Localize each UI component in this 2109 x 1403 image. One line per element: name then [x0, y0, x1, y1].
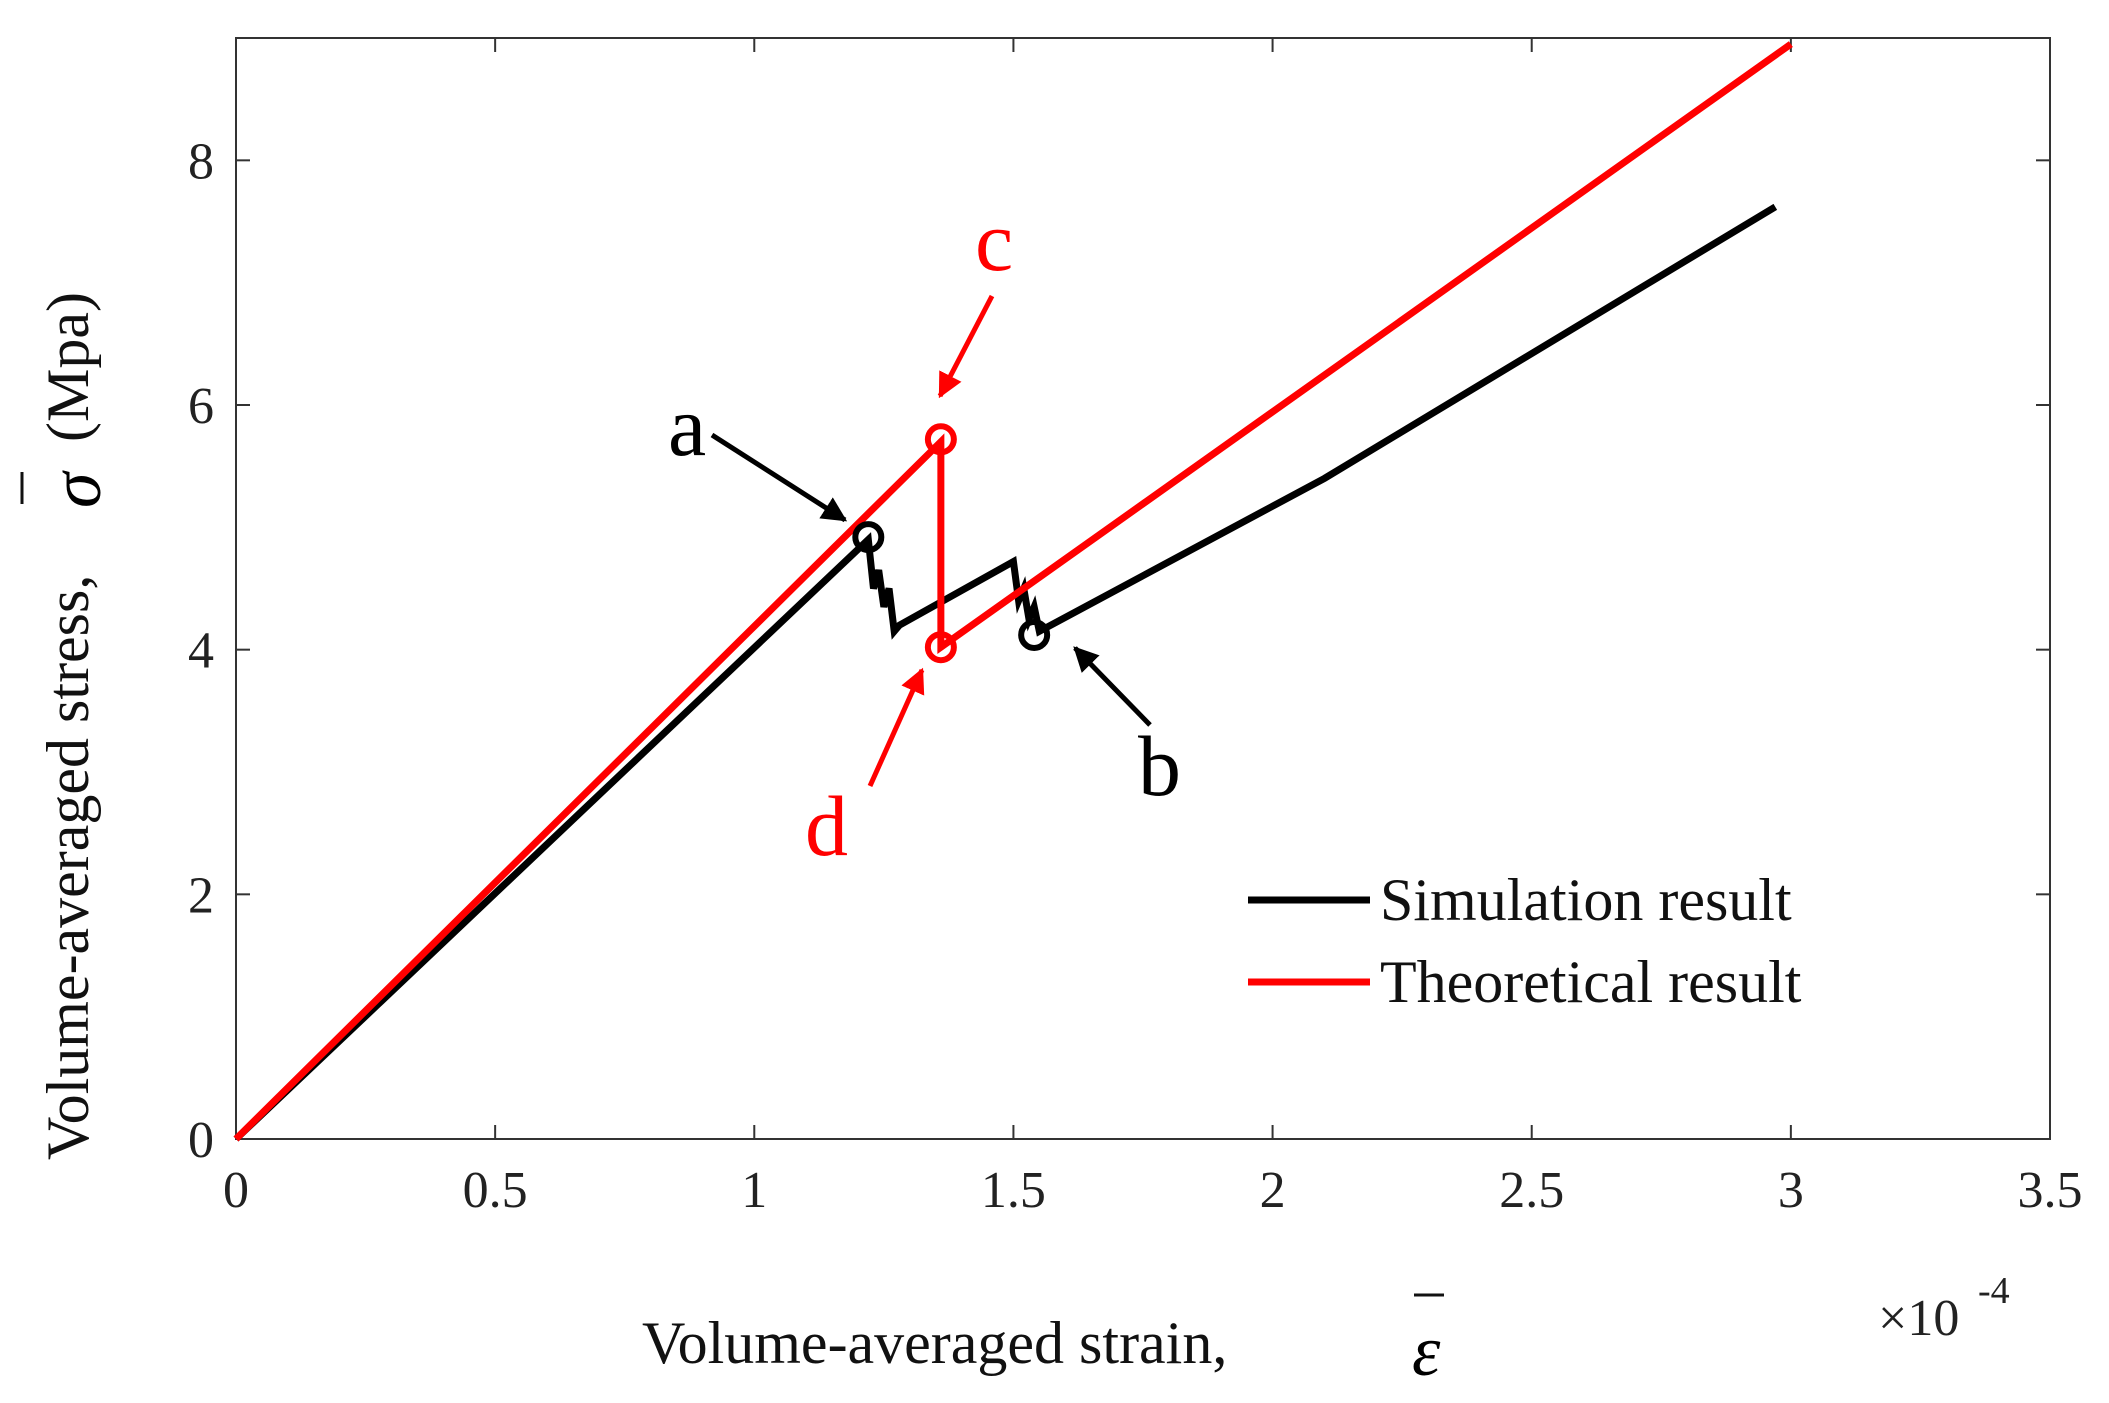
y-axis-unit: (Mpa) [35, 292, 101, 442]
annotation-b: b [1138, 718, 1181, 814]
arrow-d [867, 667, 925, 788]
x-tick-label: 1 [741, 1162, 767, 1219]
x-multiplier-text: ×10 [1878, 1290, 1959, 1347]
y-tick-label: 0 [188, 1112, 214, 1169]
series-lines [233, 41, 1793, 1142]
x-tick-label: 0.5 [463, 1162, 528, 1219]
annotation-arrows [710, 294, 1152, 788]
x-tick-label: 2.5 [1499, 1162, 1564, 1219]
series-line-theoretical [233, 41, 1793, 1142]
annotation-c: c [975, 193, 1013, 289]
annotation-markers [852, 423, 1051, 664]
arrow-a [710, 432, 848, 523]
y-axis-label-text: Volume-averaged stress, [35, 575, 101, 1160]
x-multiplier: ×10 -4 [1878, 1270, 2010, 1347]
x-tick-label: 3 [1778, 1162, 1804, 1219]
legend-label-theoretical: Theoretical result [1380, 949, 1802, 1015]
annotation-marker-b [1018, 618, 1051, 651]
legend-label-simulation: Simulation result [1380, 867, 1792, 933]
x-tick-labels: 0 0.5 1 1.5 2 2.5 3 3.5 [223, 1162, 2083, 1219]
x-multiplier-exponent: -4 [1978, 1270, 2010, 1312]
x-tick-label: 3.5 [2018, 1162, 2083, 1219]
x-tick-label: 2 [1260, 1162, 1286, 1219]
y-tick-label: 2 [188, 867, 214, 924]
x-tick-label: 0 [223, 1162, 249, 1219]
annotation-marker-a [852, 521, 885, 554]
x-tick-label: 1.5 [981, 1162, 1046, 1219]
y-tick-labels: 0 2 4 6 8 [188, 133, 214, 1169]
y-axis-symbol: σ [36, 470, 116, 508]
x-axis-symbol: ε [1412, 1311, 1441, 1391]
annotation-marker-d [924, 631, 957, 664]
x-axis-label: Volume-averaged strain, ε [642, 1293, 1444, 1391]
y-tick-label: 6 [188, 378, 214, 435]
series-line-simulation [233, 203, 1778, 1142]
x-axis-label-text: Volume-averaged strain, [642, 1310, 1227, 1376]
tick-marks [235, 38, 2051, 1140]
y-axis-label: Volume-averaged stress, σ (Mpa) [20, 292, 116, 1160]
y-tick-label: 8 [188, 133, 214, 190]
annotation-marker-c [924, 423, 957, 456]
arrow-b [1073, 646, 1152, 727]
arrow-c [937, 294, 995, 399]
annotation-d: d [805, 778, 848, 874]
annotation-a: a [668, 378, 706, 474]
legend: Simulation result Theoretical result [1248, 867, 1802, 1015]
y-tick-label: 4 [188, 623, 214, 680]
